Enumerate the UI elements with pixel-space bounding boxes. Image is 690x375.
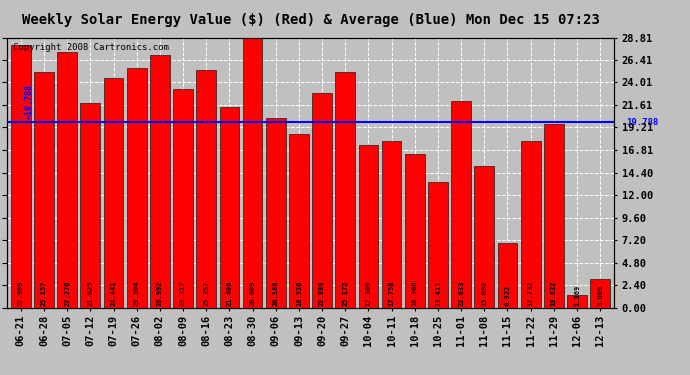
Bar [173,89,193,308]
Text: 25.157: 25.157 [41,280,47,306]
Bar [382,141,402,308]
Bar [266,118,286,308]
Text: 15.092: 15.092 [482,280,487,306]
Text: 19.788: 19.788 [626,117,658,126]
Text: Weekly Solar Energy Value ($) (Red) & Average (Blue) Mon Dec 15 07:23: Weekly Solar Energy Value ($) (Red) & Av… [21,13,600,27]
Bar [104,78,124,308]
Bar [405,154,424,308]
Text: 23.317: 23.317 [180,280,186,306]
Bar [150,54,170,307]
Text: 22.889: 22.889 [319,280,325,306]
Bar [591,279,610,308]
Text: 24.441: 24.441 [110,280,117,306]
Text: 17.758: 17.758 [388,280,395,306]
Bar [289,134,308,308]
Text: 25.172: 25.172 [342,280,348,306]
Text: 16.368: 16.368 [412,280,417,306]
Bar [544,123,564,308]
Text: 21.825: 21.825 [88,280,93,306]
Text: 6.922: 6.922 [504,285,511,306]
Text: 20.186: 20.186 [273,280,279,306]
Bar [521,141,540,308]
Text: 26.992: 26.992 [157,280,163,306]
Text: 18.520: 18.520 [296,280,302,306]
Text: 17.732: 17.732 [528,280,533,306]
Text: 17.309: 17.309 [366,280,371,306]
Text: 25.504: 25.504 [134,280,139,306]
Bar [11,45,30,308]
Bar [197,70,216,308]
Text: 19.632: 19.632 [551,280,557,306]
Bar [451,101,471,308]
Bar [335,72,355,308]
Bar [127,69,146,308]
Text: 22.033: 22.033 [458,280,464,306]
Bar [475,166,494,308]
Text: Copyright 2008 Cartronics.com: Copyright 2008 Cartronics.com [13,43,169,52]
Bar [359,145,378,308]
Text: 27.999: 27.999 [18,280,24,306]
Bar [428,182,448,308]
Text: 28.809: 28.809 [250,280,255,306]
Text: 21.406: 21.406 [226,280,233,306]
Bar [34,72,54,308]
Text: 3.009: 3.009 [597,285,603,306]
Bar [243,38,262,308]
Bar [81,103,100,308]
Bar [57,52,77,308]
Bar [497,243,518,308]
Bar [219,107,239,307]
Text: 27.270: 27.270 [64,280,70,306]
Text: 13.411: 13.411 [435,280,441,306]
Text: ←19.788: ←19.788 [24,84,33,119]
Bar [567,295,587,307]
Text: 25.357: 25.357 [204,280,209,306]
Bar [313,93,332,308]
Text: 1.369: 1.369 [574,285,580,306]
